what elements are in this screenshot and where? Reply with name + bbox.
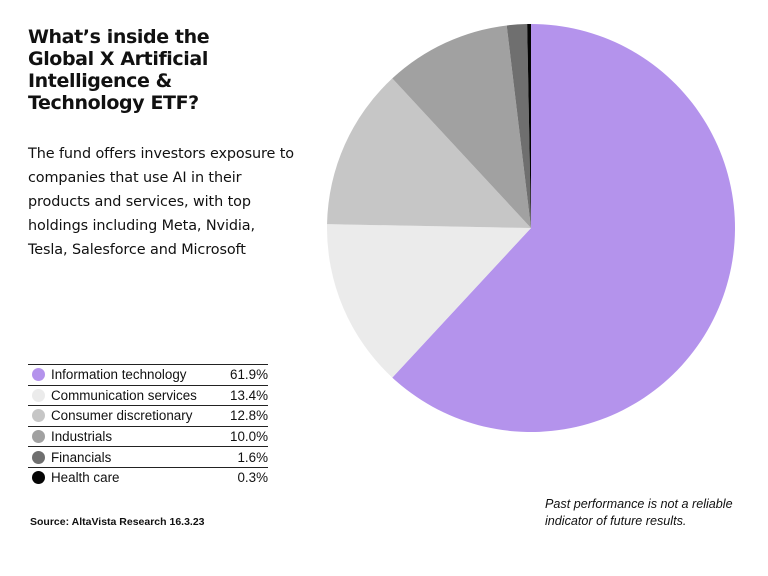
legend-value: 10.0% (230, 429, 268, 445)
legend-row-industrials: Industrials 10.0% (28, 425, 268, 447)
legend-label: Information technology (51, 367, 187, 383)
legend-swatch-icon (32, 471, 45, 485)
legend-label: Health care (51, 470, 120, 486)
legend-value: 61.9% (230, 367, 268, 383)
pie-slice-industrials (392, 25, 531, 228)
chart-subtitle: The fund offers investors exposure to co… (28, 146, 295, 258)
legend-label: Communication services (51, 387, 197, 403)
pie-slice-communication-services (327, 224, 531, 378)
legend-swatch-icon (32, 430, 45, 444)
legend-swatch-icon (32, 368, 45, 382)
legend-row-consumer-discretionary: Consumer discretionary 12.8% (28, 405, 268, 426)
legend-swatch-icon (32, 388, 45, 402)
pie-slice-information-technology (392, 24, 735, 432)
legend-label: Industrials (51, 429, 113, 445)
legend-value: 1.6% (237, 449, 268, 465)
legend-label: Financials (51, 449, 112, 465)
legend-label: Consumer discretionary (51, 408, 193, 424)
legend-row-financials: Financials 1.6% (28, 446, 268, 467)
legend-value: 13.4% (230, 387, 268, 403)
legend-swatch-icon (32, 409, 45, 423)
pie-slice-consumer-discretionary (327, 78, 531, 228)
chart-title: What’s inside the Global X Artificial In… (28, 26, 210, 114)
legend-value: 12.8% (230, 408, 268, 424)
legend-row-communication-services: Communication services 13.4% (28, 384, 268, 406)
disclaimer-note: Past performance is not a reliable indic… (545, 497, 733, 528)
pie-slice-health-care (527, 24, 531, 228)
legend-row-health-care: Health care 0.3% (28, 466, 268, 488)
pie-slice-financials (506, 24, 531, 228)
legend-swatch-icon (32, 450, 45, 464)
legend-value: 0.3% (237, 470, 268, 486)
legend-row-information-technology: Information technology 61.9% (28, 364, 268, 385)
source-note: Source: AltaVista Research 16.3.23 (30, 516, 205, 528)
chart-legend: Information technology 61.9% Communicati… (28, 364, 268, 488)
